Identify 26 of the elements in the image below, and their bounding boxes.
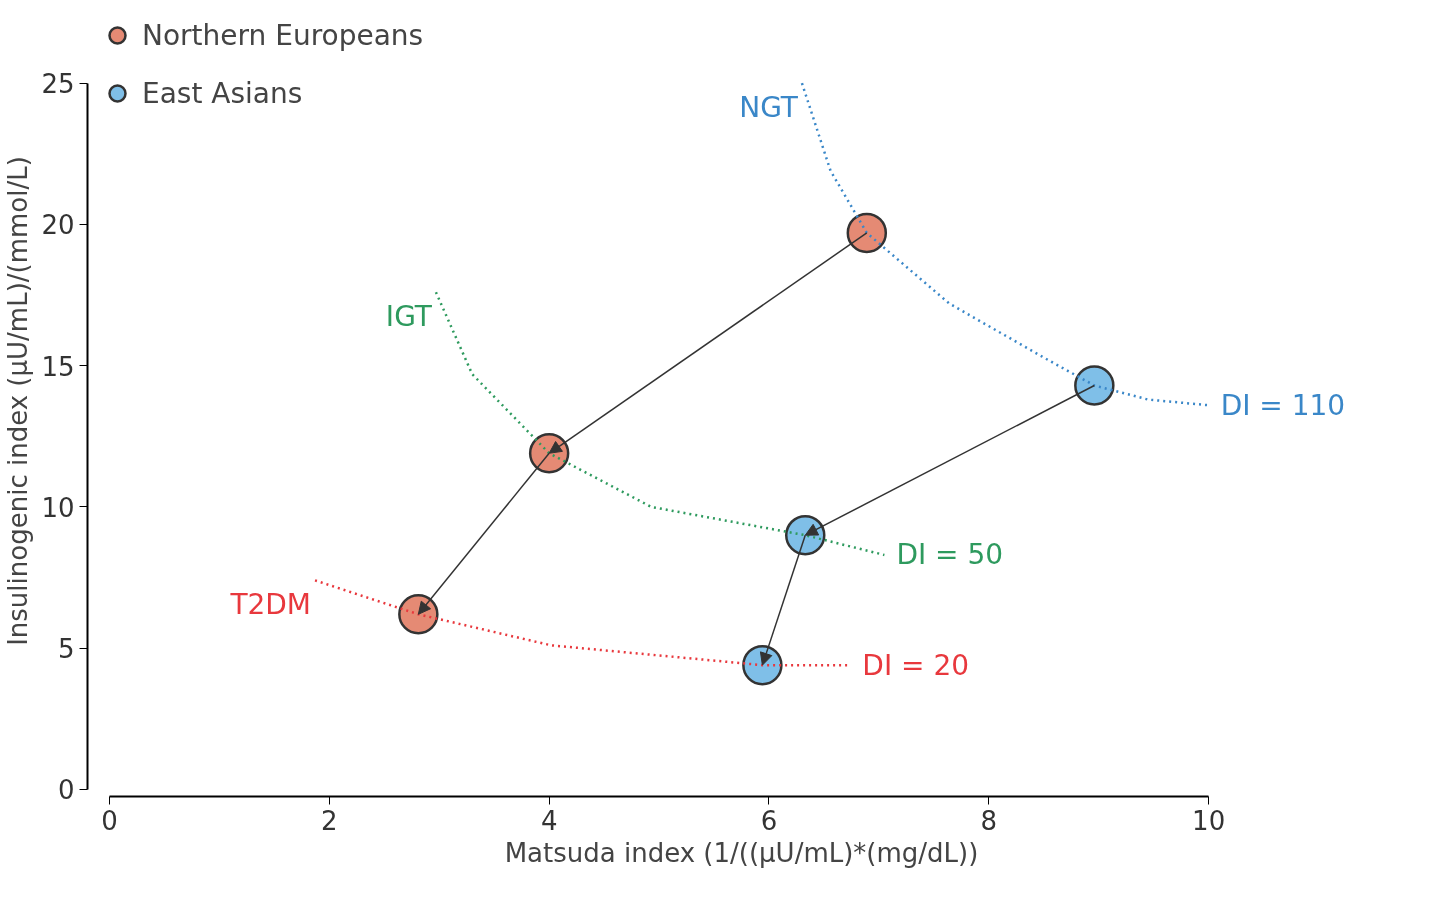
x-tick-label: 8 [980,805,998,836]
point [1074,365,1115,406]
x-tick-label: 6 [760,805,778,836]
line-series [800,81,1210,407]
y-tick-label: 0 [57,775,75,806]
annotation: DI = 50 [896,538,1004,572]
x-tick-label: 10 [1192,805,1226,836]
y-tick-label: 5 [57,634,75,665]
x-tick-label: 0 [101,805,118,836]
annotation: DI = 110 [1220,388,1346,422]
series-label: T2DM [229,588,312,622]
annotation: DI = 20 [862,648,970,682]
legend-label: Northern Europeans [142,18,424,52]
y-tick-label: 20 [41,210,75,241]
x-axis-title: Matsuda index (1/((µU/mL)*(mg/dL)) [504,837,979,868]
y-tick-label: 15 [41,351,75,382]
legend-label: East Asians [142,76,303,110]
y-tick-label: 10 [41,492,75,523]
y-tick-label: 25 [41,69,75,100]
line-series [434,290,886,557]
series-label: NGT [739,91,799,125]
x-tick-label: 2 [321,805,338,836]
y-axis-title: Insulinogenic index (µU/mL)/(mmol/L) [3,156,34,646]
x-tick-label: 4 [540,805,558,836]
series-label: IGT [385,300,433,334]
point [846,212,888,254]
